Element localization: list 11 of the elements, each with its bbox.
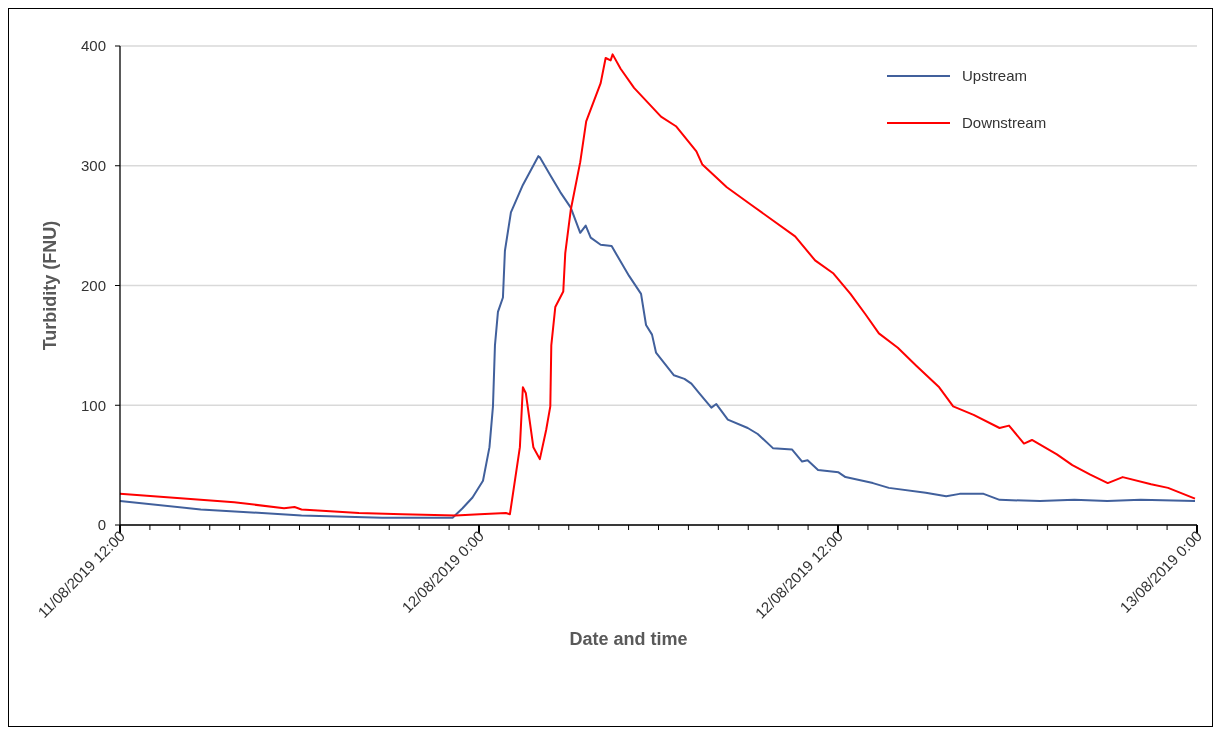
y-tick-label: 400 xyxy=(80,37,106,55)
line-series xyxy=(119,155,1197,519)
x-axis-title: Date and time xyxy=(569,629,688,649)
y-tick-label: 300 xyxy=(80,157,106,174)
legend-label: Upstream xyxy=(962,67,1028,85)
y-tick-label: 100 xyxy=(80,396,106,414)
line-series xyxy=(119,53,1197,517)
y-tick-label: 200 xyxy=(80,276,106,294)
y-tick-label: 0 xyxy=(97,516,106,534)
y-axis-title: Turbidity (FNU) xyxy=(40,220,60,351)
legend-label: Downstream xyxy=(962,114,1047,132)
